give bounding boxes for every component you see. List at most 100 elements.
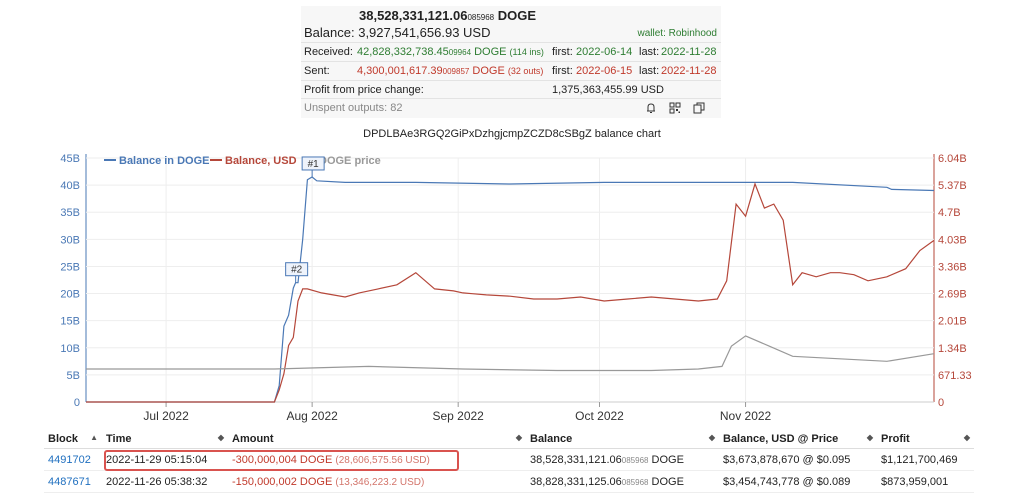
col-balance-usd[interactable]: Balance, USD @ Price ◆ — [719, 430, 877, 449]
y-right-tick-label: 6.04B — [938, 153, 967, 165]
y-right-tick-label: 671.33 — [938, 370, 972, 382]
sort-icon[interactable]: ◆ — [515, 433, 522, 442]
transactions-table: Block ▲︎ Time ◆ Amount ◆ Balance ◆ Balance, … — [44, 430, 974, 493]
chart-legend[interactable]: Balance in DOGE Balance, USD DOGE price — [104, 155, 381, 167]
sent-last-label: last: — [639, 65, 660, 77]
copy-icon[interactable] — [693, 102, 705, 114]
received-unit: DOGE — [474, 46, 507, 58]
col-balance[interactable]: Balance ◆ — [526, 430, 719, 449]
received-row: Received: 42,828,332,738.4509964 DOGE (1… — [301, 42, 721, 61]
balance-main: 38,528,331,121.06 — [359, 8, 468, 23]
block-link[interactable]: 4491702 — [44, 448, 102, 471]
wallet-tag[interactable]: wallet: Robinhood — [637, 28, 718, 39]
received-label: Received: — [304, 46, 353, 58]
tx-balance-main: 38,828,331,125.06 — [530, 475, 622, 488]
flag-label: #2 — [291, 265, 303, 276]
tx-balance-unit: DOGE — [651, 453, 684, 466]
tx-time: 2022-11-26 05:38:32 — [102, 470, 228, 493]
x-tick-label: Jul 2022 — [143, 409, 189, 423]
legend-item: Balance in DOGE — [119, 155, 209, 167]
tx-balance-main: 38,528,331,121.06 — [530, 453, 622, 466]
qr-code-icon[interactable] — [669, 102, 681, 114]
profit-row: Profit from price change: 1,375,363,455.… — [301, 80, 721, 99]
unspent-row: Unspent outputs: 82 — [301, 98, 721, 117]
y-left-tick-label: 45B — [60, 153, 80, 165]
y-left-tick-label: 30B — [60, 234, 80, 246]
legend-item: DOGE price — [319, 155, 381, 167]
sent-row: Sent: 4,300,001,617.39009857 DOGE (32 ou… — [301, 61, 721, 80]
received-ins: (114 ins) — [509, 47, 544, 57]
col-profit[interactable]: Profit ◆ — [877, 430, 974, 449]
y-left-tick-label: 0 — [74, 397, 80, 409]
block-link[interactable]: 4487671 — [44, 470, 102, 493]
y-right-tick-label: 4.7B — [938, 207, 961, 219]
x-axis: Jul 2022 Aug 2022 Sep 2022 Oct 2022 Nov 2022 — [143, 402, 772, 423]
chart-title: DPDLBAe3RGQ2GiPxDzhgjcmpZCZD8cSBgZ balan… — [363, 128, 661, 140]
x-tick-label: Nov 2022 — [720, 409, 772, 423]
y-right-tick-label: 4.03B — [938, 234, 967, 246]
col-time[interactable]: Time ◆ — [102, 430, 228, 449]
tx-balance-usd: $3,673,878,670 @ $0.095 — [719, 448, 877, 471]
chart-grid — [85, 154, 935, 403]
profit-label: Profit from price change: — [304, 84, 424, 96]
flag-box — [301, 156, 325, 171]
address-summary: 38,528,331,121.06085968 DOGE Balance: 3,… — [301, 6, 721, 118]
series-line-0 — [86, 176, 935, 403]
table-row: 4487671 2022-11-26 05:38:32 -150,000,002… — [44, 470, 974, 493]
chart-flags: #1 #2 — [285, 156, 325, 283]
sent-main: 4,300,001,617.39 — [357, 65, 443, 77]
highlight-annotation — [104, 450, 459, 471]
y-left-tick-label: 15B — [60, 316, 80, 328]
x-tick-label: Aug 2022 — [286, 409, 338, 423]
sort-icon[interactable]: ◆ — [708, 433, 715, 442]
y-left-tick-label: 25B — [60, 261, 80, 273]
y-left-tick-label: 10B — [60, 343, 80, 355]
y-right-tick-label: 2.01B — [938, 316, 967, 328]
received-frac: 09964 — [448, 48, 472, 57]
y-right-tick-label: 3.36B — [938, 261, 967, 273]
table-header-row: Block ▲︎ Time ◆ Amount ◆ Balance ◆ Balance, … — [44, 430, 974, 449]
sort-icon[interactable]: ▲︎ — [90, 433, 98, 442]
sort-icon[interactable]: ◆ — [963, 433, 970, 442]
unspent-outputs[interactable]: Unspent outputs: 82 — [304, 102, 403, 114]
tx-balance: 38,828,331,125.06085968 DOGE — [526, 470, 719, 493]
sent-unit: DOGE — [472, 65, 505, 77]
legend-item: Balance, USD — [225, 155, 297, 167]
col-amount-label: Amount — [232, 433, 274, 445]
sort-icon[interactable]: ◆ — [217, 433, 224, 442]
tx-balance-unit: DOGE — [651, 475, 684, 488]
y-axis-right: 0 671.33 1.34B 2.01B 2.69B 3.36B 4.03B 4.7B 5.37… — [938, 153, 972, 409]
tx-amount: -150,000,002 DOGE (13,346,223.2 USD) — [228, 470, 526, 493]
balance-label: Balance: — [304, 25, 355, 40]
received-amount: 42,828,332,738.4509964 DOGE (114 ins) — [357, 43, 544, 62]
balance-unit: DOGE — [497, 8, 537, 23]
received-main: 42,828,332,738.45 — [357, 46, 449, 58]
col-amount[interactable]: Amount ◆ — [228, 430, 526, 449]
received-first: 2022-06-14 — [576, 46, 633, 58]
col-balance-label: Balance — [530, 433, 573, 445]
tx-balance-usd: $3,454,743,778 @ $0.089 — [719, 470, 877, 493]
bell-icon[interactable] — [645, 102, 657, 114]
balance-chart[interactable]: 0 5B 10B 15B 20B 25B 30B 35B 40B 45B 0 671.33 1.34B… — [0, 146, 1024, 426]
tx-balance-frac: 085968 — [621, 477, 649, 487]
received-last: 2022-11-28 — [661, 46, 717, 58]
flag-label: #1 — [308, 159, 320, 170]
tx-profit: $873,959,001 — [877, 470, 974, 493]
chart-series — [86, 176, 935, 403]
y-left-tick-label: 5B — [67, 370, 80, 382]
balance-doge: 38,528,331,121.06085968 DOGE — [359, 8, 536, 23]
y-right-tick-label: 5.37B — [938, 180, 967, 192]
sent-amount: 4,300,001,617.39009857 DOGE (32 outs) — [357, 62, 543, 81]
profit-value: 1,375,363,455.99 USD — [552, 84, 664, 96]
series-line-2 — [86, 335, 935, 372]
balance-usd-line: Balance: 3,927,541,656.93 USD — [304, 25, 491, 40]
col-block[interactable]: Block ▲︎ — [44, 430, 102, 449]
sent-first: 2022-06-15 — [576, 65, 633, 77]
sent-first-label: first: — [552, 65, 573, 77]
balance-usd: 3,927,541,656.93 USD — [358, 25, 491, 40]
tx-amount-usd: (28,606,575.56 USD) — [335, 454, 430, 466]
sort-icon[interactable]: ◆ — [866, 433, 873, 442]
x-tick-label: Sep 2022 — [432, 409, 484, 423]
flag-box — [285, 262, 309, 277]
col-profit-label: Profit — [881, 433, 910, 445]
